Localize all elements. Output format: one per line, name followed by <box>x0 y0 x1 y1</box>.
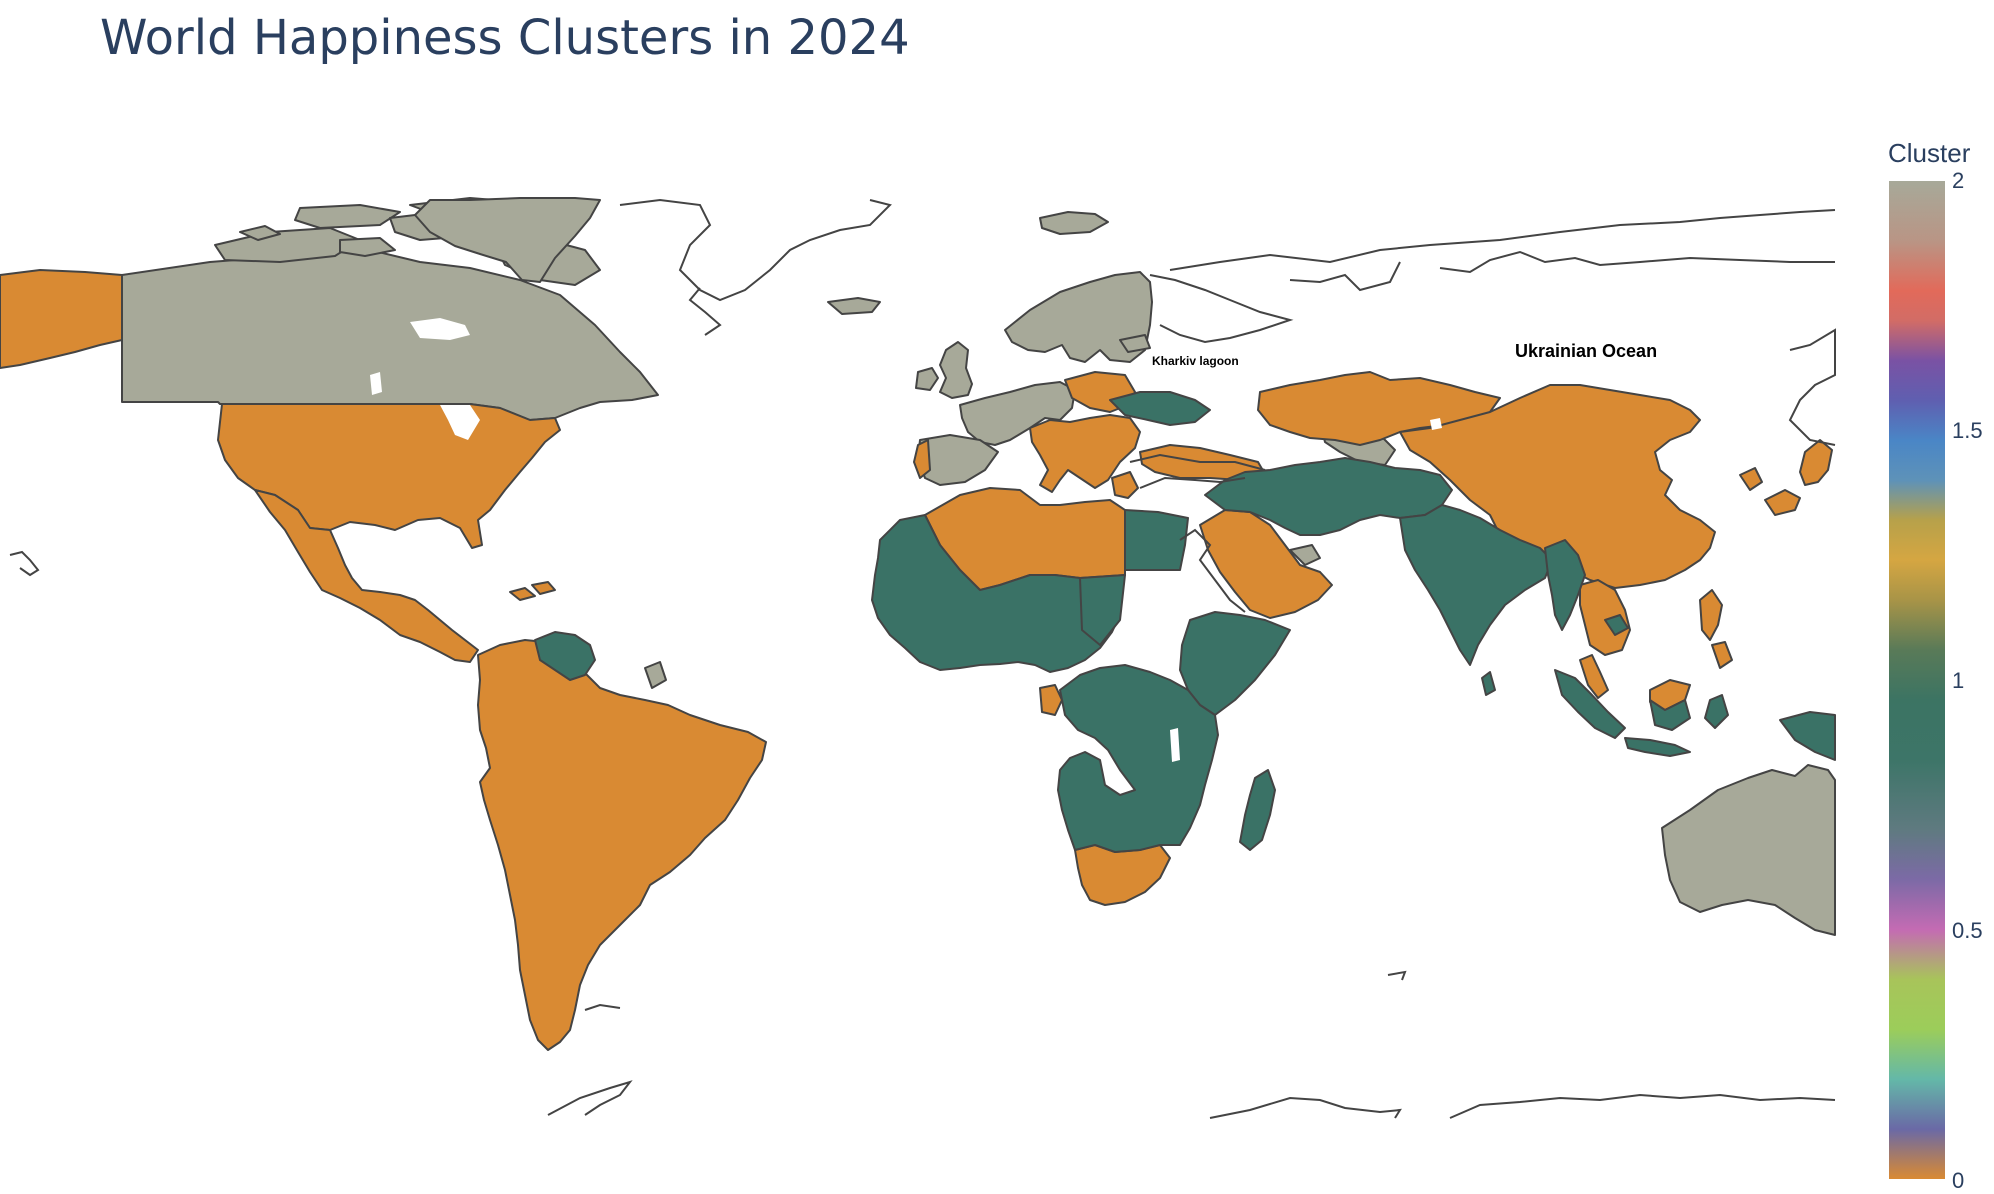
region-iceland <box>1039 211 1109 235</box>
region-alaska <box>0 269 123 369</box>
colorbar-tick-1.5: 1.5 <box>1952 418 1983 443</box>
region-south-america <box>477 639 767 1051</box>
region-malaysia <box>1579 654 1609 699</box>
world-map: Kharkiv lagoon Ukrainian Ocean <box>0 197 1836 1119</box>
region-west-africa <box>871 514 1121 673</box>
region-gabon <box>1039 684 1063 716</box>
region-central-africa <box>1057 664 1219 853</box>
region-philippines <box>1699 589 1723 641</box>
cluster-2-regions <box>121 197 1836 936</box>
region-horn-africa <box>1179 611 1291 716</box>
cluster-0-regions <box>0 269 1833 1051</box>
region-egypt <box>1124 509 1189 571</box>
region-uk <box>939 341 973 399</box>
region-south-africa <box>1074 844 1171 906</box>
region-usa <box>217 403 561 549</box>
region-italy-balkans <box>1029 414 1141 493</box>
colorbar-tick-0: 0 <box>1952 1168 1965 1193</box>
region-ireland <box>915 367 939 391</box>
label-ukrainian-ocean: Ukrainian Ocean <box>1515 341 1657 361</box>
region-scandinavia <box>1004 271 1153 363</box>
region-venezuela <box>534 631 596 681</box>
region-myanmar <box>1544 539 1586 631</box>
chart-title: World Happiness Clusters in 2024 <box>100 10 910 66</box>
colorbar <box>1889 181 1945 1179</box>
colorbar-tick-2: 2 <box>1952 168 1965 193</box>
lakes <box>370 318 1442 762</box>
region-japan <box>1799 439 1833 486</box>
coastlines <box>9 198 1836 1119</box>
region-india <box>1399 504 1553 666</box>
colorbar-title: Cluster <box>1888 138 1971 168</box>
region-western-europe <box>959 381 1076 446</box>
region-mexico <box>254 489 479 663</box>
region-indonesia <box>1554 669 1626 739</box>
region-ukraine <box>1109 391 1211 426</box>
label-kharkiv-lagoon: Kharkiv lagoon <box>1152 354 1239 368</box>
region-arabia <box>1199 509 1333 619</box>
region-australia <box>1661 764 1836 936</box>
cluster-1-regions <box>534 391 1836 853</box>
colorbar-tick-0.5: 0.5 <box>1952 918 1983 943</box>
colorbar-tick-1: 1 <box>1952 668 1965 693</box>
region-portugal <box>913 439 931 479</box>
region-madagascar <box>1239 769 1276 851</box>
region-indochina <box>1579 579 1631 656</box>
region-greenland <box>414 197 601 283</box>
